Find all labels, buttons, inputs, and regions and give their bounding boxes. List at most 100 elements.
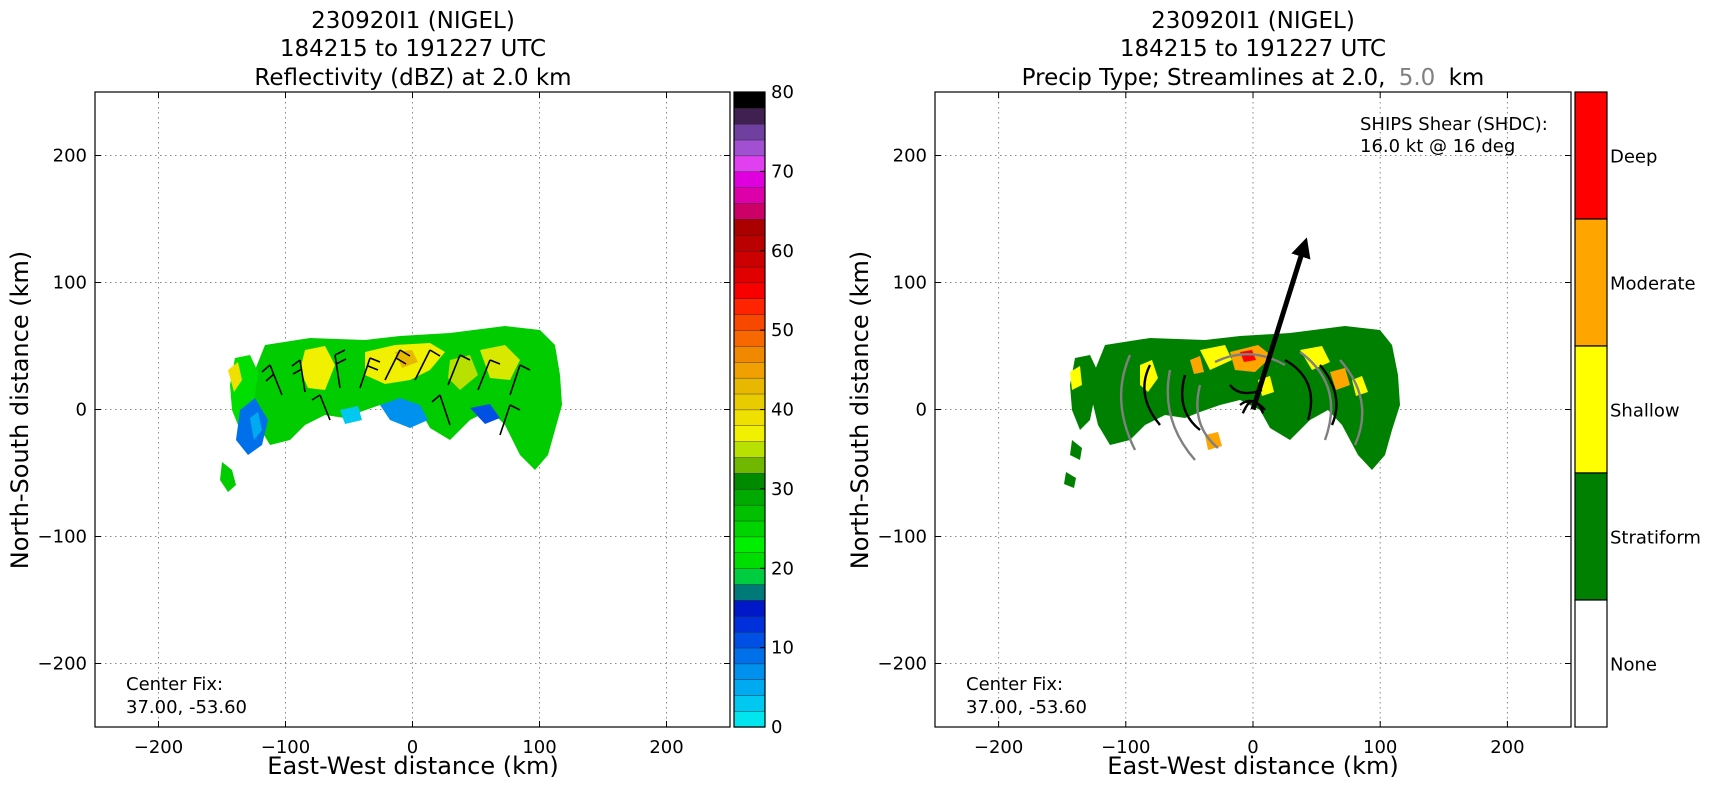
colorbar-segment bbox=[733, 663, 766, 680]
wind-barbs bbox=[261, 349, 531, 436]
colorbar-segment bbox=[733, 710, 766, 728]
precip-moderate-2 bbox=[1330, 368, 1350, 390]
colorbar-segment bbox=[733, 520, 766, 538]
colorbar-segment bbox=[733, 139, 766, 157]
legend-label: Moderate bbox=[1610, 274, 1696, 295]
echo-weak-2 bbox=[250, 412, 262, 440]
precip-shallow-2 bbox=[1200, 345, 1232, 370]
wind-barb bbox=[447, 354, 471, 386]
left-x-axis-label: East-West distance (km) bbox=[267, 752, 558, 780]
legend-swatch bbox=[1574, 472, 1608, 601]
left-y-axis-label: North-South distance (km) bbox=[6, 251, 34, 570]
wind-barb bbox=[291, 359, 306, 393]
colorbar-segment bbox=[733, 679, 766, 696]
colorbar-tick-label: 10 bbox=[771, 638, 794, 659]
colorbar-segment bbox=[733, 266, 766, 284]
echo-moderate-2 bbox=[300, 346, 335, 390]
legend-label: Shallow bbox=[1610, 401, 1680, 422]
colorbar-segment bbox=[733, 631, 766, 649]
reflectivity-field bbox=[220, 326, 562, 492]
colorbar-tick-label: 60 bbox=[771, 241, 794, 262]
colorbar-segment bbox=[733, 409, 766, 426]
colorbar-tick-label: 0 bbox=[771, 717, 782, 738]
wind-barb bbox=[384, 349, 411, 381]
colorbar-segment bbox=[733, 218, 766, 236]
wind-barb bbox=[477, 359, 501, 391]
streamlines-2km bbox=[1143, 358, 1338, 431]
colorbar-tick-label: 80 bbox=[771, 82, 794, 103]
y-tick-label: −200 bbox=[878, 654, 927, 675]
colorbar-segment bbox=[733, 314, 766, 331]
x-tick-label: 0 bbox=[1247, 737, 1258, 758]
colorbar-tick-label: 20 bbox=[771, 558, 794, 579]
right-title-main: Precip Type; Streamlines at 2.0, bbox=[1022, 65, 1386, 91]
colorbar-segment bbox=[733, 123, 766, 141]
wind-barb bbox=[261, 364, 283, 396]
colorbar-tick-label: 30 bbox=[771, 479, 794, 500]
echo-moderate-4 bbox=[448, 355, 478, 390]
streamline-5km bbox=[1166, 369, 1196, 461]
colorbar-segment bbox=[733, 647, 766, 665]
left-y-ticks: −200 −100 0 100 200 bbox=[38, 146, 730, 675]
x-tick-label: 200 bbox=[649, 737, 683, 758]
colorbar-segment bbox=[733, 298, 766, 315]
right-center-fix-label: Center Fix: bbox=[966, 674, 1063, 695]
colorbar-segment bbox=[733, 552, 766, 569]
colorbar-tick-label: 50 bbox=[771, 320, 794, 341]
legend-label: None bbox=[1610, 655, 1657, 676]
precip-deep bbox=[1240, 350, 1256, 362]
legend-swatch bbox=[1574, 91, 1608, 220]
x-tick-label: 100 bbox=[1363, 737, 1397, 758]
x-tick-label: 100 bbox=[522, 737, 556, 758]
colorbar-segment bbox=[733, 187, 766, 204]
colorbar-segment bbox=[733, 361, 766, 379]
y-tick-label: 100 bbox=[53, 273, 87, 294]
y-tick-label: 0 bbox=[916, 400, 927, 421]
y-tick-label: −100 bbox=[38, 527, 87, 548]
colorbar-segment bbox=[733, 171, 766, 188]
precip-shallow-5 bbox=[1070, 366, 1082, 390]
precip-type-legend: Deep Moderate Shallow Stratiform None bbox=[1574, 91, 1701, 728]
colorbar-segment bbox=[733, 504, 766, 522]
x-tick-label: −100 bbox=[261, 737, 310, 758]
colorbar-segment bbox=[733, 488, 766, 506]
streamline-5km bbox=[1299, 351, 1333, 441]
streamline-2km bbox=[1143, 364, 1161, 426]
legend-swatch bbox=[1574, 218, 1608, 347]
colorbar-segment bbox=[733, 536, 766, 553]
left-title-line-3: Reflectivity (dBZ) at 2.0 km bbox=[254, 65, 571, 91]
colorbar-segment bbox=[733, 107, 766, 125]
legend-label: Deep bbox=[1610, 147, 1657, 168]
reflectivity-colorbar-ticks: 0 10 20 30 40 50 60 70 80 bbox=[760, 82, 794, 738]
left-panel: 230920I1 (NIGEL) 184215 to 191227 UTC Re… bbox=[6, 8, 794, 780]
right-title-unit: km bbox=[1449, 65, 1485, 91]
colorbar-segment bbox=[733, 155, 766, 172]
streamline-5km bbox=[1339, 359, 1364, 446]
y-tick-label: 0 bbox=[76, 400, 87, 421]
echo-fragment-sw bbox=[220, 462, 236, 492]
left-x-ticks: −200 −100 0 100 200 bbox=[134, 92, 684, 758]
y-tick-label: 200 bbox=[53, 146, 87, 167]
streamline-5km bbox=[1119, 354, 1137, 451]
colorbar-segment bbox=[733, 472, 766, 490]
streamline-2km bbox=[1181, 374, 1201, 431]
colorbar-segment bbox=[733, 393, 766, 411]
precip-shallow-3 bbox=[1300, 346, 1330, 370]
y-tick-label: −200 bbox=[38, 654, 87, 675]
colorbar-segment bbox=[733, 599, 766, 617]
colorbar-segment bbox=[733, 583, 766, 601]
colorbar-segment bbox=[733, 202, 766, 220]
right-grid bbox=[935, 92, 1571, 727]
precip-fragment-sw-2 bbox=[1064, 472, 1076, 488]
precip-moderate-4 bbox=[1190, 356, 1204, 374]
precip-band-west bbox=[1070, 355, 1098, 430]
streamlines-5km bbox=[1119, 351, 1364, 461]
echo-enhanced-1 bbox=[395, 350, 418, 368]
left-center-fix-value: 37.00, -53.60 bbox=[126, 697, 247, 718]
echo-weak-3 bbox=[380, 398, 428, 428]
x-tick-label: −100 bbox=[1101, 737, 1150, 758]
precip-stratiform bbox=[1064, 326, 1400, 488]
right-y-axis-label: North-South distance (km) bbox=[846, 251, 874, 570]
y-tick-label: 200 bbox=[893, 146, 927, 167]
precip-moderate-3 bbox=[1205, 432, 1222, 450]
